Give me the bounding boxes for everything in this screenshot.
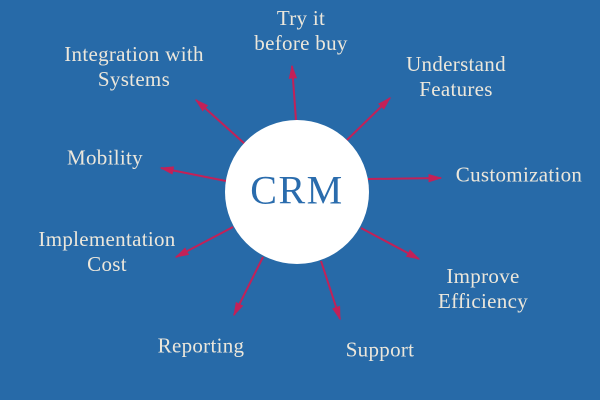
label-line: Customization	[455, 162, 583, 187]
label-line: Try it	[276, 6, 326, 31]
arrow-improve-efficiency	[360, 227, 421, 260]
arrow-integration-systems	[194, 99, 246, 145]
label-line: Efficiency	[437, 289, 529, 313]
label-line: Understand	[406, 52, 506, 77]
label-line: before buy	[254, 31, 348, 55]
arrow-implementation-cost	[174, 226, 234, 258]
label-line: Integration with	[64, 42, 204, 67]
label-line: Mobility	[67, 145, 143, 170]
arrow-try-it	[288, 64, 298, 121]
arrow-customization	[367, 173, 443, 183]
label-understand-features: Understand Features	[406, 52, 506, 102]
label-line: Support	[345, 337, 415, 362]
label-line: Features	[419, 77, 493, 101]
arrow-support	[320, 260, 341, 321]
label-line: Cost	[87, 252, 127, 276]
label-line: Systems	[97, 67, 171, 91]
label-mobility: Mobility	[67, 146, 143, 171]
arrow-mobility	[159, 166, 227, 182]
arrow-understand-features	[346, 97, 392, 141]
label-reporting: Reporting	[158, 334, 245, 359]
label-implementation-cost: Implementation Cost	[38, 227, 175, 277]
crm-center-label: CRM	[250, 167, 344, 213]
arrow-reporting	[233, 256, 264, 317]
label-line: Improve	[446, 264, 520, 289]
label-support: Support	[346, 338, 415, 363]
label-improve-efficiency: Improve Efficiency	[438, 264, 528, 314]
label-try-it-before-buy: Try it before buy	[254, 6, 347, 56]
label-customization: Customization	[456, 163, 582, 188]
label-integration-with-systems: Integration with Systems	[64, 42, 204, 92]
label-line: Reporting	[157, 333, 245, 358]
crm-circle	[225, 120, 369, 264]
label-line: Implementation	[38, 227, 176, 252]
